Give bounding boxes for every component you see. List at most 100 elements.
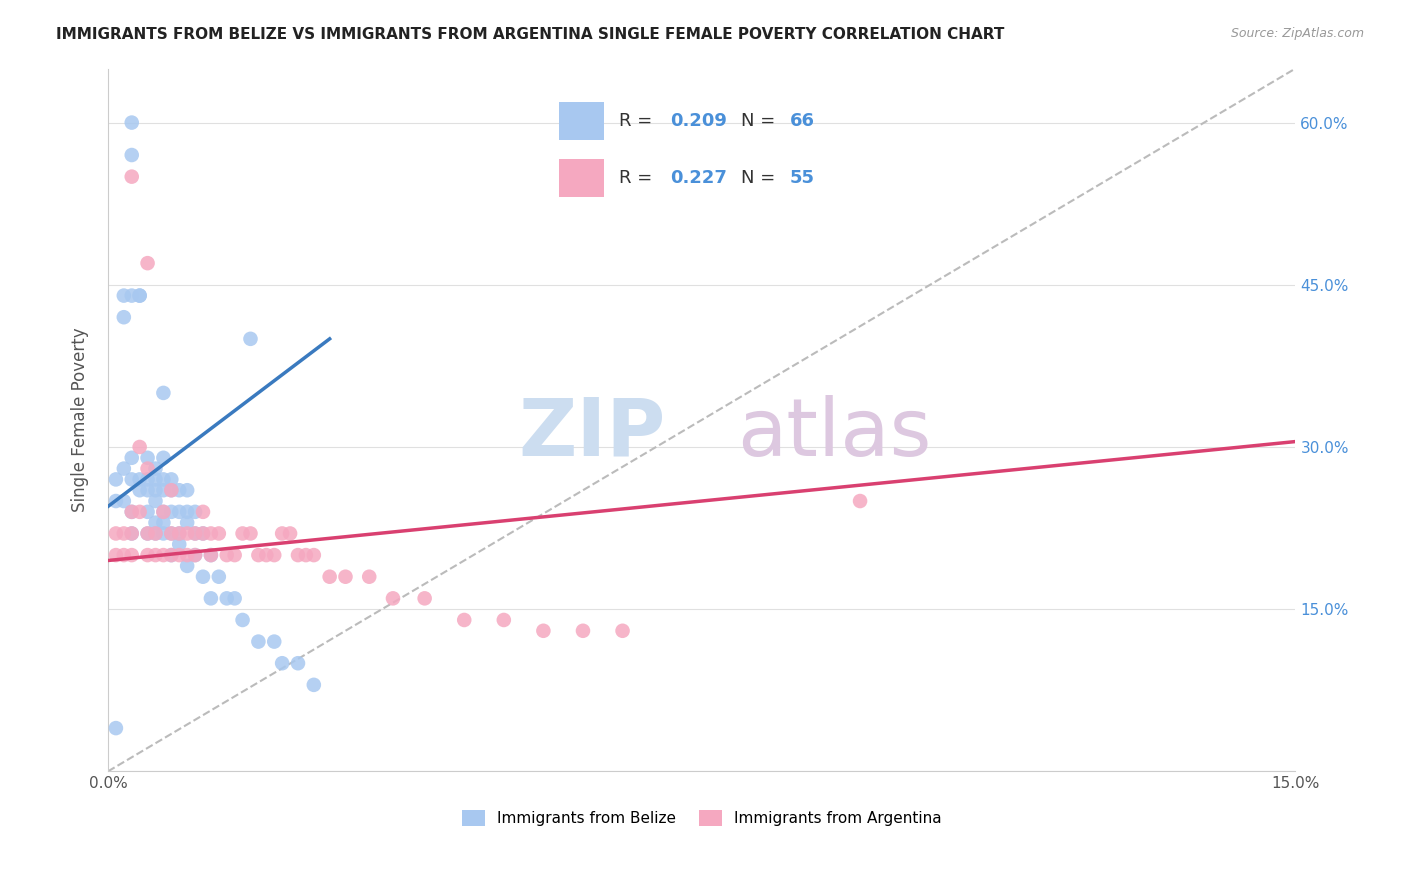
Point <box>136 450 159 465</box>
Point <box>492 613 515 627</box>
Point <box>247 634 270 648</box>
Point <box>145 516 167 530</box>
Point <box>295 548 318 562</box>
Point <box>278 526 301 541</box>
Point <box>184 505 207 519</box>
Legend: Immigrants from Belize, Immigrants from Argentina: Immigrants from Belize, Immigrants from … <box>454 803 949 834</box>
Point <box>145 526 167 541</box>
Point <box>176 558 198 573</box>
Point <box>167 526 190 541</box>
Point <box>176 505 198 519</box>
Point <box>152 385 174 400</box>
Point <box>247 548 270 562</box>
Point <box>191 526 214 541</box>
Point <box>271 657 294 671</box>
Point <box>184 526 207 541</box>
Point <box>104 494 127 508</box>
Point <box>239 332 262 346</box>
Point <box>191 526 214 541</box>
Point <box>167 526 190 541</box>
Point <box>232 526 254 541</box>
Point <box>160 505 183 519</box>
Point <box>121 148 143 162</box>
Point <box>287 657 309 671</box>
Point <box>136 548 159 562</box>
Point <box>160 526 183 541</box>
Point <box>287 548 309 562</box>
Point <box>121 115 143 129</box>
Point <box>167 483 190 498</box>
Point <box>121 288 143 302</box>
Text: atlas: atlas <box>737 395 932 473</box>
Point <box>160 472 183 486</box>
Point <box>112 288 135 302</box>
Point <box>112 526 135 541</box>
Point <box>208 526 231 541</box>
Point <box>145 472 167 486</box>
Point <box>128 288 150 302</box>
Point <box>152 516 174 530</box>
Point <box>176 548 198 562</box>
Point <box>152 450 174 465</box>
Point <box>128 483 150 498</box>
Point <box>112 548 135 562</box>
Point <box>121 450 143 465</box>
Point <box>176 526 198 541</box>
Point <box>160 526 183 541</box>
Point <box>112 494 135 508</box>
Point <box>104 472 127 486</box>
Point <box>145 494 167 508</box>
Point <box>184 526 207 541</box>
Point <box>849 494 872 508</box>
Point <box>136 505 159 519</box>
Point <box>152 548 174 562</box>
Point <box>121 472 143 486</box>
Point <box>121 505 143 519</box>
Point <box>302 678 325 692</box>
Point <box>104 721 127 735</box>
Point <box>191 505 214 519</box>
Point <box>128 440 150 454</box>
Point <box>160 548 183 562</box>
Point <box>152 483 174 498</box>
Text: ZIP: ZIP <box>519 395 666 473</box>
Point <box>191 570 214 584</box>
Point <box>136 483 159 498</box>
Point <box>359 570 381 584</box>
Point <box>453 613 475 627</box>
Point <box>121 169 143 184</box>
Point <box>136 526 159 541</box>
Point <box>215 591 238 606</box>
Point <box>104 548 127 562</box>
Point <box>200 548 222 562</box>
Point <box>121 548 143 562</box>
Point <box>128 288 150 302</box>
Point <box>160 483 183 498</box>
Point <box>232 613 254 627</box>
Point <box>128 472 150 486</box>
Point <box>104 526 127 541</box>
Point <box>160 548 183 562</box>
Point <box>145 461 167 475</box>
Point <box>224 591 246 606</box>
Point <box>145 483 167 498</box>
Point <box>200 591 222 606</box>
Point <box>160 483 183 498</box>
Point <box>335 570 357 584</box>
Point <box>152 505 174 519</box>
Point <box>413 591 436 606</box>
Point <box>176 516 198 530</box>
Point <box>167 548 190 562</box>
Point <box>121 505 143 519</box>
Point <box>176 483 198 498</box>
Point <box>167 505 190 519</box>
Point <box>215 548 238 562</box>
Point <box>302 548 325 562</box>
Point <box>318 570 340 584</box>
Point <box>184 548 207 562</box>
Point <box>136 461 159 475</box>
Point <box>208 570 231 584</box>
Point <box>136 256 159 270</box>
Point <box>145 548 167 562</box>
Point <box>572 624 595 638</box>
